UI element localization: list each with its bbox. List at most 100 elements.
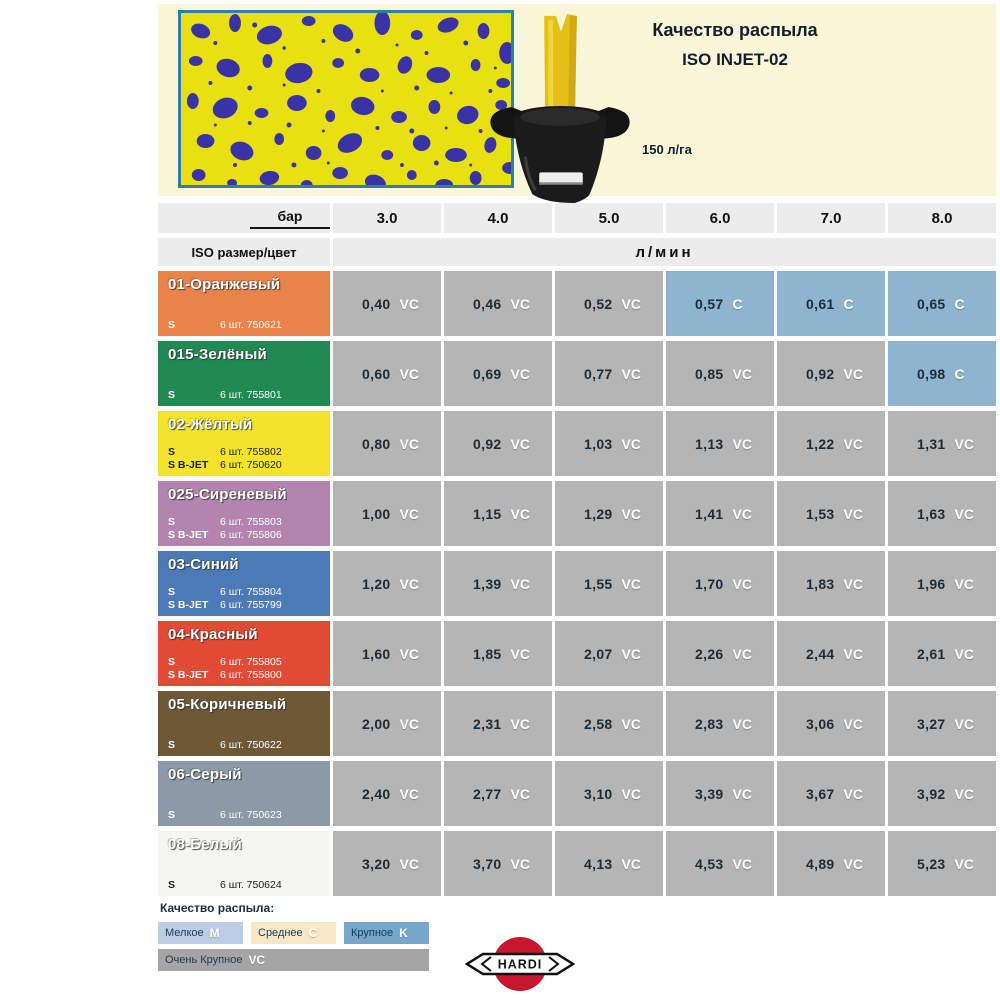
flow-value: 1,53 [806,505,835,522]
variant: S [168,656,176,668]
quality-code: VC [399,295,419,312]
quality-code: VC [954,575,974,592]
flow-value: 4,53 [695,855,724,872]
header-banner: Качество распыла ISO INJET-02 150 л/га [158,4,996,204]
flow-value: 0,60 [362,365,391,382]
quality-code: C [954,295,965,312]
flow-unit-header: л/мин [333,238,996,266]
quality-code: VC [954,505,974,522]
part-number: 6 шт. 755800 [220,669,282,681]
quality-code: VC [732,575,752,592]
legend-row-2: Очень Крупное VC [158,949,429,971]
flow-cell: 3,06 VC [777,691,885,756]
flow-cell: 1,53 VC [777,481,885,546]
part-number: 6 шт. 750622 [220,739,282,751]
quality-code: VC [621,645,641,662]
flow-value: 5,23 [917,855,946,872]
flow-value: 3,10 [584,785,613,802]
part-number: 6 шт. 755802 [220,446,282,458]
row-label-brown: 05-Коричневый S 6 шт. 750622 [158,691,330,756]
variant: S B-JET [168,599,209,611]
quality-code: VC [399,575,419,592]
flow-cell: 1,03 VC [555,411,663,476]
flow-value: 2,07 [584,645,613,662]
flow-value: 2,31 [473,715,502,732]
flow-value: 1,83 [806,575,835,592]
flow-value: 3,27 [917,715,946,732]
quality-code: VC [510,295,530,312]
quality-code: VC [621,505,641,522]
nozzle-name: 01-Оранжевый [168,276,281,293]
legend-label: Крупное [351,927,394,939]
quality-code: VC [621,435,641,452]
flow-value: 2,83 [695,715,724,732]
quality-code: VC [843,715,863,732]
nozzle-name: 05-Коричневый [168,696,287,713]
quality-code: VC [510,715,530,732]
quality-code: VC [621,785,641,802]
quality-code: VC [621,575,641,592]
flow-cell: 4,53 VC [666,831,774,896]
quality-code: VC [621,715,641,732]
legend-item-coarse: Крупное K [344,922,429,944]
hardi-logo: HARDI [465,934,575,998]
flow-cell: 0,40 VC [333,271,441,336]
flow-value: 2,40 [362,785,391,802]
flow-cell: 1,00 VC [333,481,441,546]
variant: S [168,389,176,401]
flow-cell: 1,41 VC [666,481,774,546]
row-label-yellow: 02-Жёлтый S 6 шт. 755802 S B-JET 6 шт. 750… [158,411,330,476]
legend-label: Очень Крупное [165,954,243,966]
flow-cell: 2,31 VC [444,691,552,756]
flow-value: 0,65 [917,295,946,312]
part-number: 6 шт. 755804 [220,586,282,598]
row-label-gray: 06-Серый S 6 шт. 750623 [158,761,330,826]
variant: S [168,586,176,598]
variant: S [168,879,176,891]
part-numbers: S 6 шт. 750621 [168,319,322,332]
nozzle-name: 02-Жёлтый [168,416,253,433]
flow-cell: 2,58 VC [555,691,663,756]
nozzle-name: 04-Красный [168,626,258,643]
flow-value: 4,89 [806,855,835,872]
flow-cell: 1,31 VC [888,411,996,476]
hardi-logo-text: HARDI [498,958,543,972]
quality-code: C [954,365,965,382]
flow-cell: 2,83 VC [666,691,774,756]
nozzle-photo [486,8,638,206]
flow-value: 4,13 [584,855,613,872]
flow-value: 2,00 [362,715,391,732]
flow-cell: 0,60 VC [333,341,441,406]
variant: S B-JET [168,529,209,541]
flow-cell: 1,60 VC [333,621,441,686]
flow-value: 3,67 [806,785,835,802]
flow-cell: 2,26 VC [666,621,774,686]
quality-code: VC [399,435,419,452]
flow-value: 1,70 [695,575,724,592]
pressure-header: 5.0 [555,203,663,233]
flow-cell: 1,96 VC [888,551,996,616]
flow-cell: 2,77 VC [444,761,552,826]
part-numbers: S 6 шт. 750624 [168,879,322,892]
quality-code: VC [954,435,974,452]
flow-cell: 1,22 VC [777,411,885,476]
quality-code: VC [399,645,419,662]
part-number: 6 шт. 750624 [220,879,282,891]
part-numbers: S 6 шт. 755802 S B-JET 6 шт. 750620 [168,446,322,472]
flow-cell: 1,15 VC [444,481,552,546]
quality-code: VC [843,575,863,592]
legend-item-medium: Среднее C [251,922,336,944]
part-number: 6 шт. 755801 [220,389,282,401]
quality-code: VC [621,855,641,872]
quality-code: VC [843,435,863,452]
flow-cell: 5,23 VC [888,831,996,896]
banner-text-block: Качество распыла ISO INJET-02 [590,20,880,70]
part-numbers: S 6 шт. 755803 S B-JET 6 шт. 755806 [168,516,322,542]
flow-cell: 3,10 VC [555,761,663,826]
flow-cell: 2,44 VC [777,621,885,686]
part-numbers: S 6 шт. 750622 [168,739,322,752]
flow-value: 2,26 [695,645,724,662]
variant: S B-JET [168,459,209,471]
quality-code: VC [621,365,641,382]
quality-code: VC [399,505,419,522]
